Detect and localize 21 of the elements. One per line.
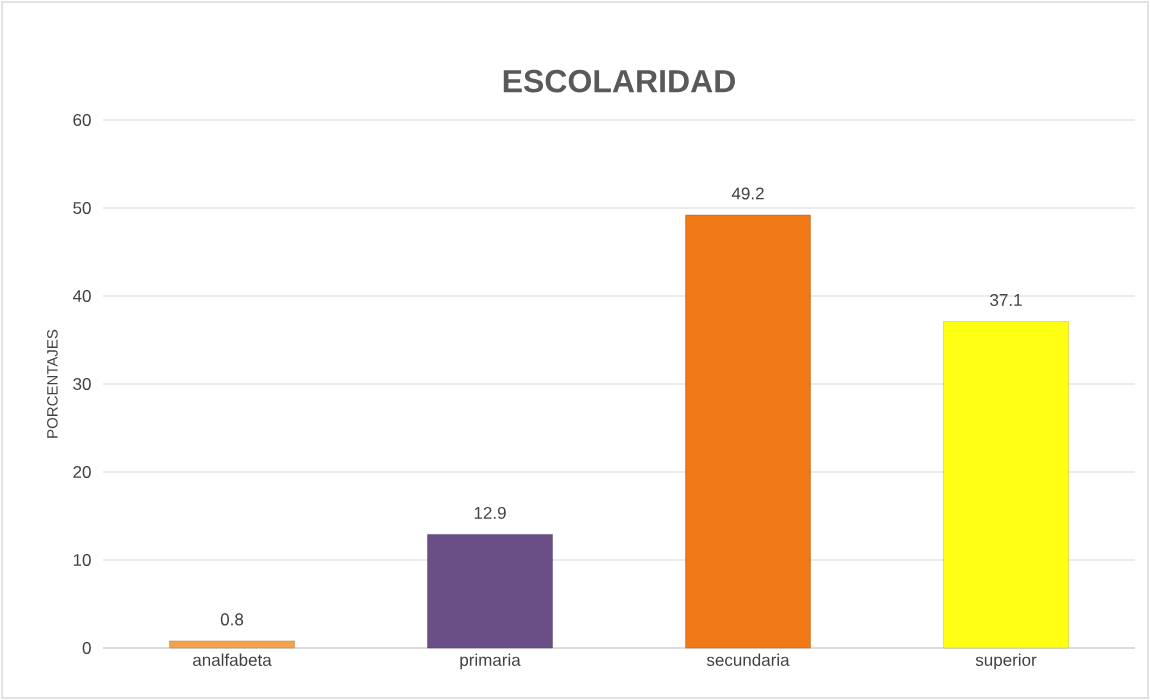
y-tick-label: 60 (73, 113, 91, 127)
data-label: 49.2 (731, 187, 764, 200)
bar (943, 321, 1069, 649)
bar (685, 214, 811, 649)
x-tick-label: analfabeta (193, 653, 272, 667)
data-label: 37.1 (990, 293, 1022, 306)
y-tick-label: 50 (73, 201, 91, 215)
x-tick-label: secundaria (706, 653, 790, 667)
chart-title: ESCOLARIDAD (503, 69, 735, 93)
x-tick-label: superior (975, 653, 1037, 670)
y-tick-label: 30 (73, 377, 91, 391)
x-tick-label: primaria (460, 653, 521, 670)
bar (427, 534, 553, 649)
y-tick-label: 40 (72, 289, 91, 303)
data-label: 0.8 (220, 613, 244, 626)
y-tick-label: 20 (73, 465, 91, 479)
y-tick-label: 10 (73, 553, 91, 567)
y-axis-title: PORCENTAJES (47, 329, 58, 438)
data-label: 12.9 (474, 506, 506, 519)
bar (169, 640, 295, 649)
y-tick-label: 0 (82, 641, 91, 655)
